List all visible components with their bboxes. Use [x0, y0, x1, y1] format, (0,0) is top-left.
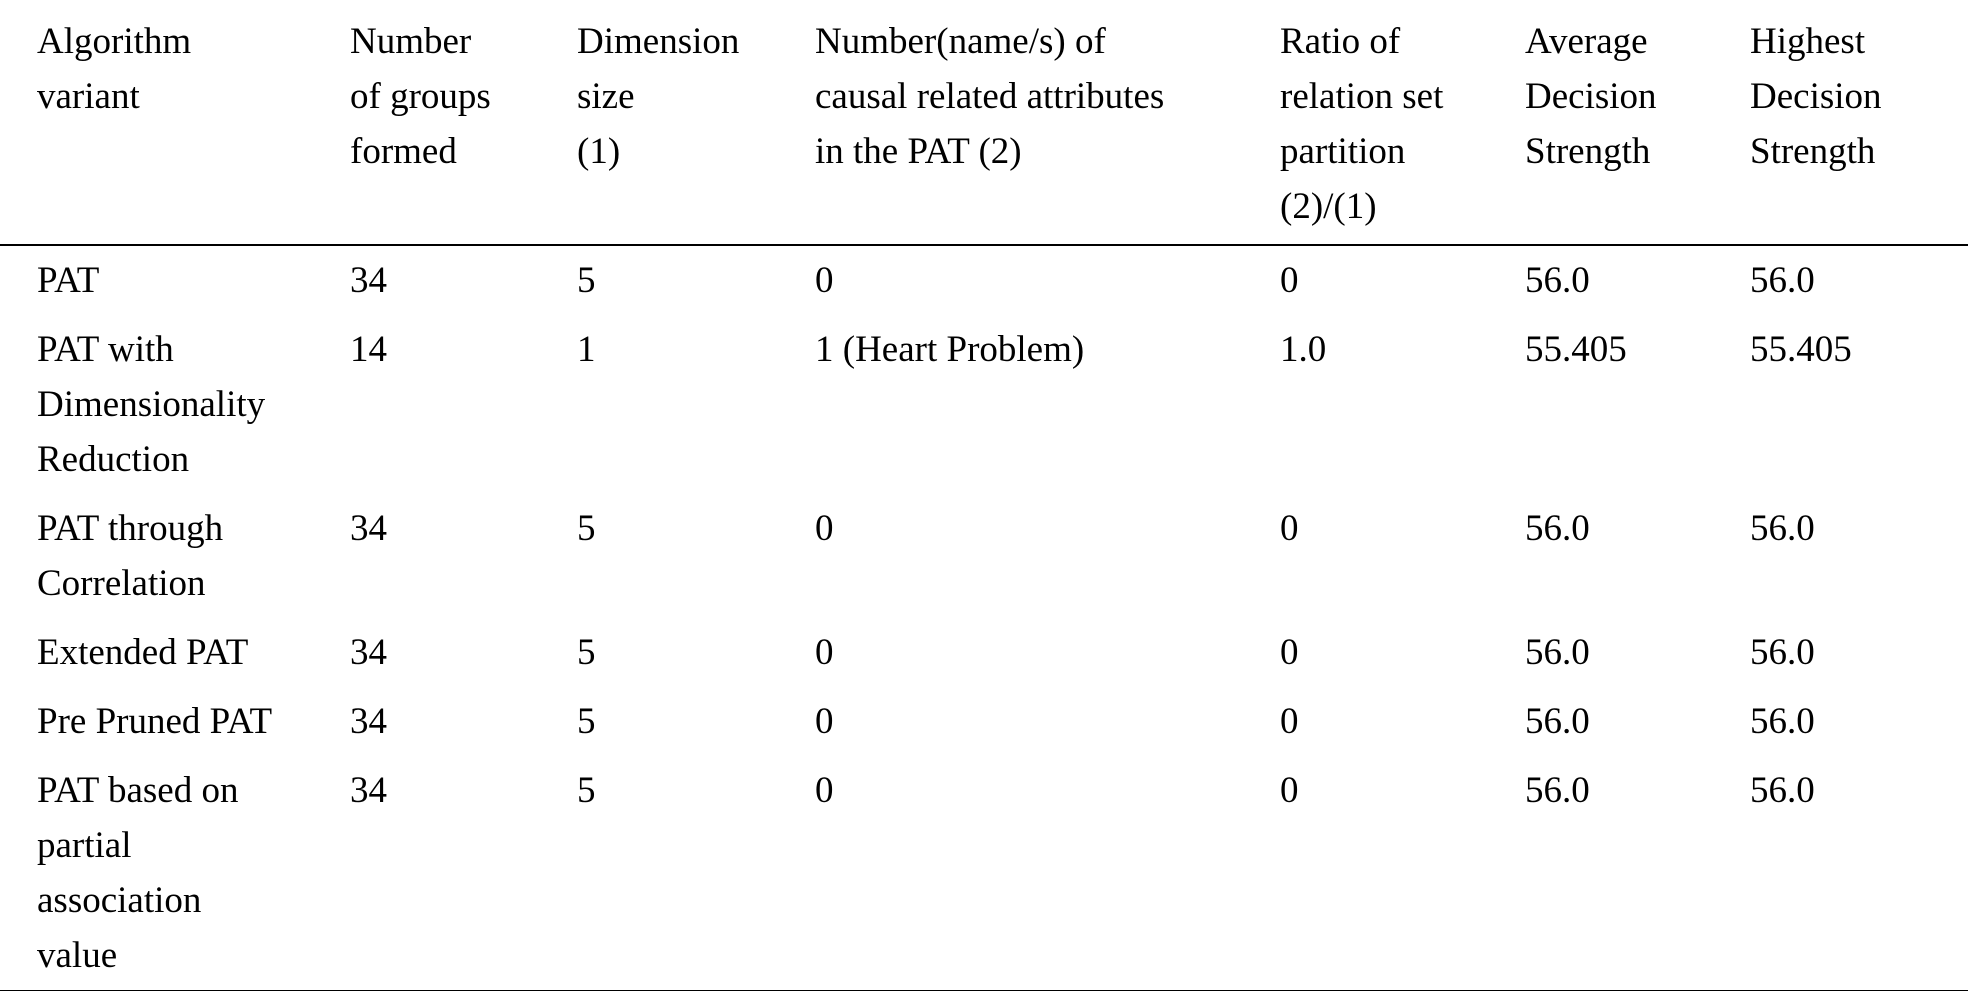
column-header-algorithm-variant: Algorithm variant: [0, 0, 350, 246]
cell-avg-decision-strength: 56.0: [1525, 632, 1590, 673]
cell-ratio-partition: 0: [1280, 770, 1299, 811]
table-row-pat-correlation: PAT through Correlation 34 5 0 0 56.0 56…: [0, 494, 1968, 618]
cell-avg-decision-strength: 55.405: [1525, 329, 1627, 370]
cell-avg-decision-strength: 56.0: [1525, 701, 1590, 742]
cell-groups-formed: 34: [350, 508, 387, 549]
cell-algorithm-variant: PAT with Dimensionality Reduction: [37, 329, 266, 480]
cell-groups-formed: 34: [350, 260, 387, 301]
table-row-extended-pat: Extended PAT 34 5 0 0 56.0 56.0: [0, 618, 1968, 687]
cell-algorithm-variant: Pre Pruned PAT: [37, 701, 273, 742]
column-header-avg-decision-strength: Average Decision Strength: [1525, 0, 1750, 246]
column-header-groups-formed: Number of groups formed: [350, 0, 577, 246]
cell-highest-decision-strength: 56.0: [1750, 770, 1815, 811]
cell-dimension-size: 5: [577, 701, 596, 742]
cell-ratio-partition: 0: [1280, 508, 1299, 549]
column-header-ratio-partition: Ratio of relation set partition (2)/(1): [1280, 0, 1525, 246]
cell-avg-decision-strength: 56.0: [1525, 508, 1590, 549]
cell-highest-decision-strength: 56.0: [1750, 701, 1815, 742]
cell-highest-decision-strength: 56.0: [1750, 632, 1815, 673]
cell-causal-attributes: 0: [815, 260, 834, 301]
cell-causal-attributes: 0: [815, 701, 834, 742]
cell-highest-decision-strength: 56.0: [1750, 508, 1815, 549]
cell-ratio-partition: 0: [1280, 260, 1299, 301]
cell-avg-decision-strength: 56.0: [1525, 770, 1590, 811]
cell-dimension-size: 5: [577, 632, 596, 673]
table-row-pat-dimensionality-reduction: PAT with Dimensionality Reduction 14 1 1…: [0, 315, 1968, 494]
table-row-pat-partial-association: PAT based on partial association value 3…: [0, 756, 1968, 991]
cell-ratio-partition: 0: [1280, 632, 1299, 673]
cell-groups-formed: 14: [350, 329, 387, 370]
column-header-causal-attributes: Number(name/s) of causal related attribu…: [815, 0, 1280, 246]
table-row-pat: PAT 34 5 0 0 56.0 56.0: [0, 245, 1968, 315]
cell-highest-decision-strength: 55.405: [1750, 329, 1852, 370]
table-body: PAT 34 5 0 0 56.0 56.0 PAT with Dimensio…: [0, 245, 1968, 991]
cell-highest-decision-strength: 56.0: [1750, 260, 1815, 301]
cell-algorithm-variant: Extended PAT: [37, 632, 249, 673]
cell-causal-attributes: 0: [815, 632, 834, 673]
cell-groups-formed: 34: [350, 632, 387, 673]
cell-groups-formed: 34: [350, 701, 387, 742]
header-row: Algorithm variant Number of groups forme…: [0, 0, 1968, 246]
cell-groups-formed: 34: [350, 770, 387, 811]
cell-causal-attributes: 0: [815, 770, 834, 811]
cell-dimension-size: 5: [577, 770, 596, 811]
table-row-pre-pruned-pat: Pre Pruned PAT 34 5 0 0 56.0 56.0: [0, 687, 1968, 756]
cell-causal-attributes: 0: [815, 508, 834, 549]
table-header: Algorithm variant Number of groups forme…: [0, 0, 1968, 246]
cell-causal-attributes: 1 (Heart Problem): [815, 329, 1085, 370]
cell-avg-decision-strength: 56.0: [1525, 260, 1590, 301]
column-header-dimension-size: Dimension size (1): [577, 0, 815, 246]
cell-dimension-size: 5: [577, 260, 596, 301]
cell-algorithm-variant: PAT: [37, 260, 100, 301]
cell-algorithm-variant: PAT based on partial association value: [37, 770, 239, 976]
cell-dimension-size: 5: [577, 508, 596, 549]
cell-ratio-partition: 1.0: [1280, 329, 1327, 370]
cell-ratio-partition: 0: [1280, 701, 1299, 742]
cell-algorithm-variant: PAT through Correlation: [37, 508, 224, 604]
cell-dimension-size: 1: [577, 329, 596, 370]
column-header-highest-decision-strength: Highest Decision Strength: [1750, 0, 1968, 246]
